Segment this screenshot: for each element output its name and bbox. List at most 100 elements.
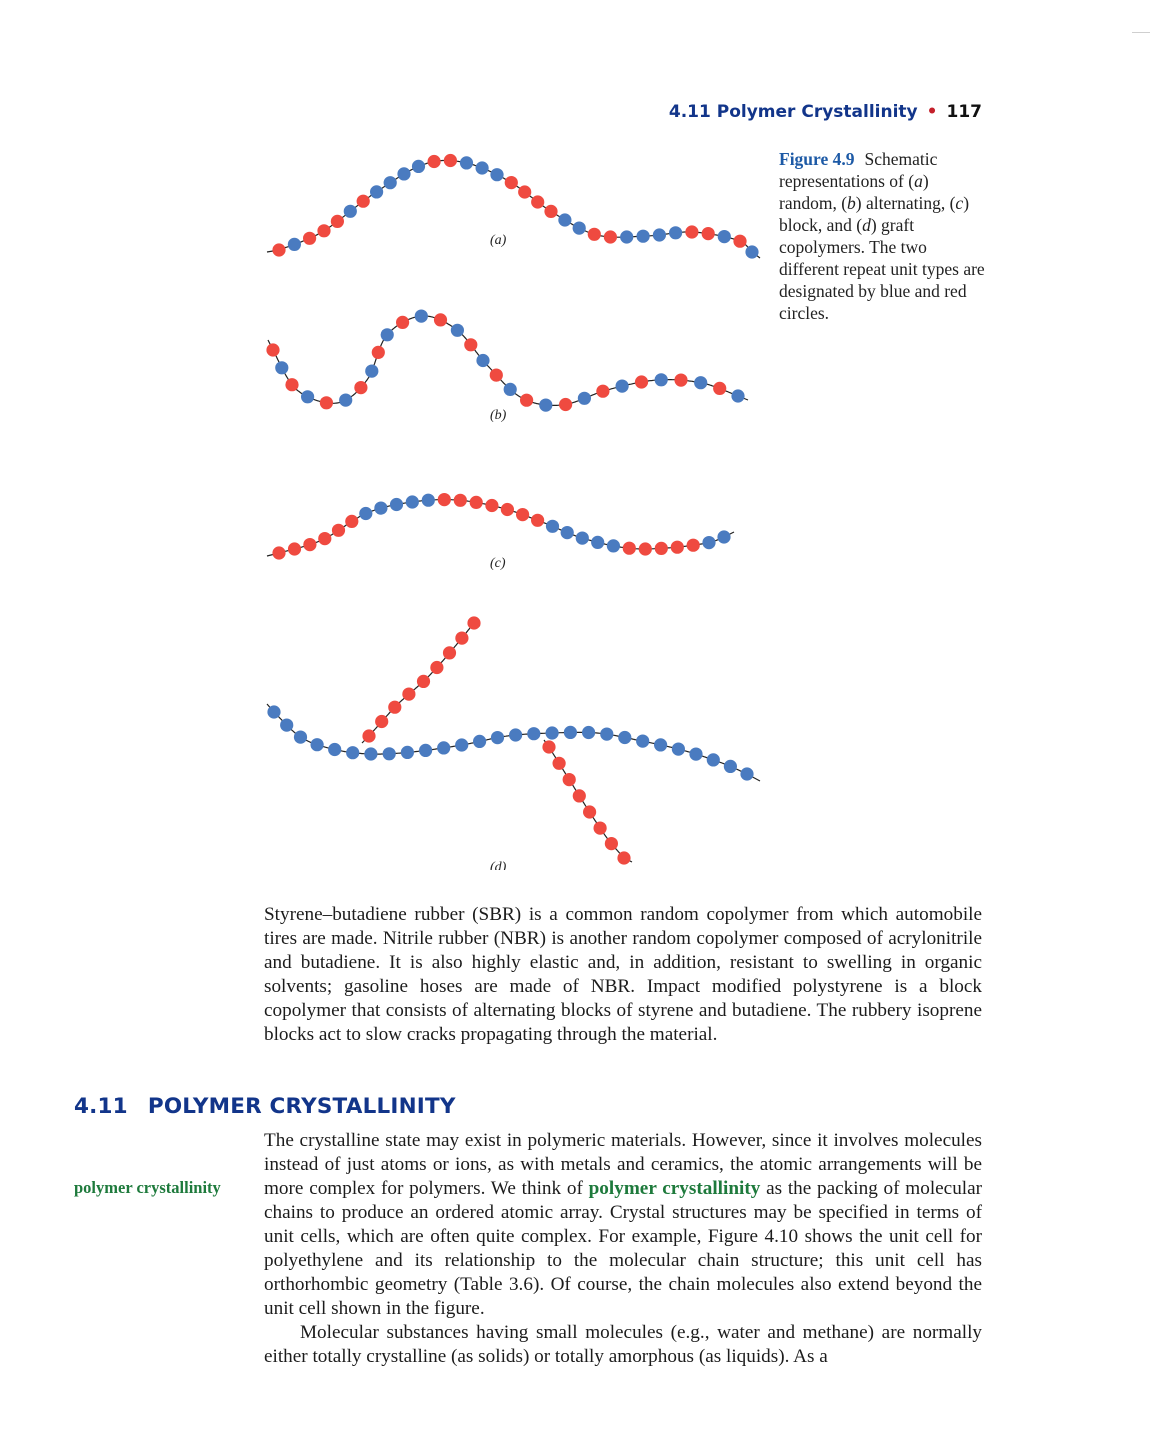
blue-repeat-unit xyxy=(694,376,708,390)
red-repeat-unit xyxy=(331,523,346,537)
blue-repeat-unit xyxy=(450,323,464,337)
blue-repeat-unit xyxy=(476,353,490,368)
red-repeat-unit xyxy=(362,729,376,743)
blue-repeat-unit xyxy=(654,738,668,752)
red-repeat-unit xyxy=(531,513,545,527)
caption-text-2: ) random, ( xyxy=(779,171,929,213)
red-repeat-unit xyxy=(634,375,649,389)
caption-letter-a: a xyxy=(914,171,923,191)
blue-repeat-unit xyxy=(503,382,517,396)
figure-label: Figure 4.9 xyxy=(779,149,855,169)
blue-repeat-unit xyxy=(620,230,634,244)
blue-repeat-unit xyxy=(346,746,360,760)
blue-repeat-unit xyxy=(575,531,589,545)
blue-repeat-unit xyxy=(572,221,586,235)
paragraph-text-before: The crystalline state may exist in polym… xyxy=(264,1130,982,1199)
blue-repeat-unit xyxy=(560,526,574,540)
red-repeat-unit xyxy=(562,773,576,787)
red-repeat-unit xyxy=(713,381,727,395)
section-title: POLYMER CRYSTALLINITY xyxy=(147,1094,456,1119)
red-repeat-unit xyxy=(674,373,688,387)
blue-repeat-unit xyxy=(490,731,505,745)
chain-random xyxy=(266,153,761,259)
red-repeat-unit xyxy=(552,756,566,770)
blue-repeat-unit xyxy=(689,747,703,761)
blue-repeat-unit xyxy=(473,734,487,749)
red-repeat-unit xyxy=(638,542,652,556)
blue-repeat-unit xyxy=(654,373,668,387)
panel-label-a: (a) xyxy=(490,233,507,248)
blue-repeat-unit xyxy=(591,535,605,549)
blue-repeat-unit xyxy=(563,725,577,740)
blue-repeat-unit xyxy=(618,730,632,745)
blue-repeat-unit xyxy=(455,738,469,752)
blue-repeat-unit xyxy=(509,728,523,742)
blue-repeat-unit xyxy=(615,379,629,393)
red-repeat-unit xyxy=(654,541,668,555)
red-repeat-unit xyxy=(701,227,715,241)
blue-repeat-unit xyxy=(723,759,737,774)
blue-repeat-unit xyxy=(370,185,384,199)
blue-repeat-unit xyxy=(740,767,754,781)
blue-repeat-unit xyxy=(339,393,353,407)
key-term: polymer crystallinity xyxy=(588,1178,761,1199)
red-repeat-unit xyxy=(356,194,370,208)
blue-repeat-unit xyxy=(267,705,281,719)
blue-repeat-unit xyxy=(411,159,426,173)
caption-text-3: ) alternating, ( xyxy=(855,193,956,213)
blue-repeat-unit xyxy=(731,389,745,403)
blue-repeat-unit xyxy=(293,730,308,744)
caption-letter-d: d xyxy=(862,215,871,235)
paragraph-molecular-substances: Molecular substances having small molecu… xyxy=(264,1322,982,1367)
red-repeat-unit xyxy=(583,805,597,819)
blue-repeat-unit xyxy=(702,536,716,550)
chain-graft-backbone xyxy=(266,703,761,782)
red-repeat-unit xyxy=(489,368,503,382)
blue-repeat-unit xyxy=(343,204,357,218)
paragraph-crystallinity: The crystalline state may exist in polym… xyxy=(264,1129,982,1321)
red-repeat-unit xyxy=(455,631,469,645)
blue-repeat-unit xyxy=(419,743,433,758)
chain-graft-branch-lower xyxy=(542,739,633,865)
blue-repeat-unit xyxy=(652,228,666,242)
blue-repeat-unit xyxy=(364,747,378,761)
blue-repeat-unit xyxy=(558,213,572,227)
blue-repeat-unit xyxy=(287,237,301,251)
blue-repeat-unit xyxy=(545,726,559,740)
caption-letter-c: c xyxy=(955,193,964,213)
red-repeat-unit xyxy=(542,740,556,754)
red-repeat-unit xyxy=(604,837,618,851)
blue-repeat-unit xyxy=(717,230,731,244)
blue-repeat-unit xyxy=(359,506,373,521)
red-repeat-unit xyxy=(469,495,483,509)
blue-repeat-unit xyxy=(437,741,451,755)
red-repeat-unit xyxy=(516,508,530,522)
caption-text-1: Schematic representations of ( xyxy=(779,149,938,191)
blue-repeat-unit xyxy=(475,161,489,175)
page-corner-mark xyxy=(1132,32,1150,33)
red-repeat-unit xyxy=(396,315,410,329)
red-repeat-unit xyxy=(572,789,586,803)
paragraph-text-after: as the packing of molecular chains to pr… xyxy=(264,1178,983,1319)
red-repeat-unit xyxy=(587,227,601,241)
red-repeat-unit xyxy=(617,851,631,865)
chain-graft-branch-upper xyxy=(361,616,481,744)
blue-repeat-unit xyxy=(459,156,474,170)
red-repeat-unit xyxy=(287,542,302,556)
blue-repeat-unit xyxy=(397,167,411,181)
blue-repeat-unit xyxy=(490,168,504,182)
chain-alternating xyxy=(266,309,749,412)
section-number: 4.11 xyxy=(74,1094,128,1119)
blue-repeat-unit xyxy=(671,742,685,756)
red-repeat-unit xyxy=(685,225,699,239)
chain-block xyxy=(266,493,735,560)
red-repeat-unit xyxy=(272,546,286,560)
red-repeat-unit xyxy=(388,700,402,714)
red-repeat-unit xyxy=(622,541,636,555)
panel-label-d: (d) xyxy=(490,860,507,870)
blue-repeat-unit xyxy=(421,493,435,507)
red-repeat-unit xyxy=(464,338,478,352)
blue-repeat-unit xyxy=(301,390,315,404)
red-repeat-unit xyxy=(467,616,481,630)
red-repeat-unit xyxy=(437,493,451,507)
